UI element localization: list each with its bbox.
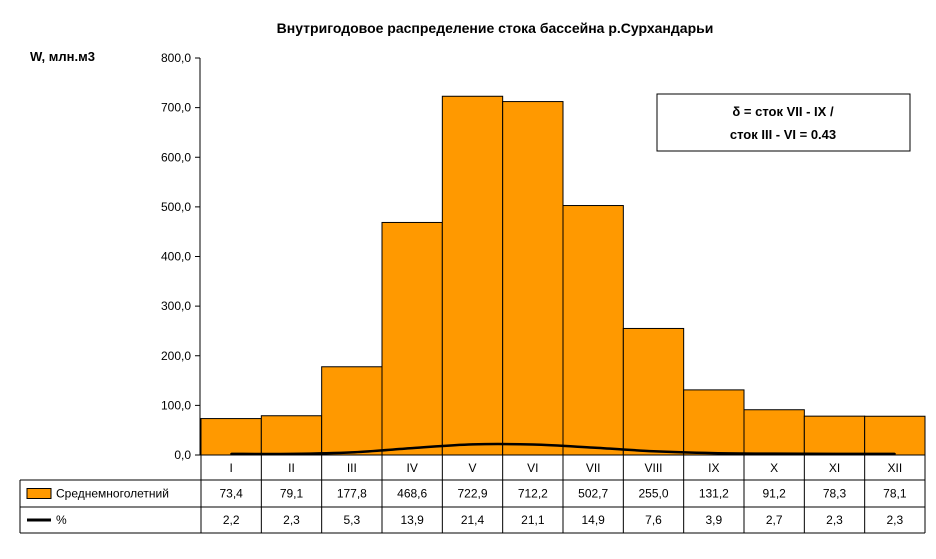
category-label: II <box>288 461 295 475</box>
category-label: X <box>770 461 778 475</box>
percent-point-IV <box>411 447 414 450</box>
category-label: XII <box>887 461 902 475</box>
table-value: 13,9 <box>400 513 424 527</box>
category-label: VIII <box>644 461 662 475</box>
table-value: 2,3 <box>283 513 300 527</box>
percent-point-VIII <box>652 450 655 453</box>
category-label: VII <box>586 461 601 475</box>
bar-I <box>200 418 262 456</box>
bar-VII <box>562 205 624 456</box>
category-label: XI <box>829 461 840 475</box>
annotation-line-2: сток III - VI = 0.43 <box>730 127 836 142</box>
percent-point-VI <box>531 443 534 446</box>
chart-title: Внутригодовое распределение стока бассей… <box>277 20 714 36</box>
bar-IV <box>381 221 443 456</box>
annotation-line-1: δ = сток VII - IX / <box>732 104 834 119</box>
bar-IX <box>683 389 745 456</box>
legend-label: % <box>56 513 67 527</box>
percent-line <box>231 442 895 456</box>
bar-II <box>260 415 323 456</box>
table-value: 78,3 <box>823 487 847 501</box>
y-tick-label: 700,0 <box>161 101 191 115</box>
data-table: I II III IV V VI VII VIII IX X XI XIIСреднемноголет… <box>19 454 926 534</box>
legend-label: Среднемноголетний <box>56 487 169 501</box>
table-value: 5,3 <box>343 513 360 527</box>
category-label: IV <box>406 461 417 475</box>
y-tick-label: 400,0 <box>161 250 191 264</box>
bar-XI <box>803 415 866 456</box>
table-value: 722,9 <box>457 487 487 501</box>
bar-XII <box>864 415 926 456</box>
y-axis-label: W, млн.м3 <box>30 49 95 64</box>
y-tick-label: 800,0 <box>161 51 191 65</box>
y-tick-label: 600,0 <box>161 150 191 164</box>
table-value: 2,2 <box>223 513 240 527</box>
percent-point-IX <box>712 452 715 455</box>
table-value: 712,2 <box>518 487 548 501</box>
annotation-box: δ = сток VII - IX / сток III - VI = 0.43 <box>656 93 911 152</box>
table-value: 73,4 <box>219 487 243 501</box>
y-tick-label: 500,0 <box>161 200 191 214</box>
percent-point-VII <box>592 446 595 449</box>
bar-III <box>321 366 383 456</box>
line-series <box>230 442 896 456</box>
table-value: 177,8 <box>337 487 367 501</box>
table-value: 91,2 <box>762 487 786 501</box>
bar-V <box>441 95 504 456</box>
percent-point-XII <box>893 452 896 455</box>
category-label: IX <box>708 461 719 475</box>
table-value: 14,9 <box>581 513 605 527</box>
table-value: 2,7 <box>766 513 783 527</box>
category-label: V <box>468 461 476 475</box>
bar-VI <box>502 101 564 456</box>
y-tick-label: 0,0 <box>174 448 191 462</box>
y-tick-label: 100,0 <box>161 398 191 412</box>
table-value: 21,1 <box>521 513 545 527</box>
bar-series <box>200 95 926 456</box>
table-value: 468,6 <box>397 487 427 501</box>
table-value: 79,1 <box>280 487 304 501</box>
percent-point-X <box>773 452 776 455</box>
table-value: 78,1 <box>883 487 907 501</box>
table-value: 3,9 <box>705 513 722 527</box>
bar-X <box>743 409 805 456</box>
y-tick-label: 200,0 <box>161 349 191 363</box>
percent-point-II <box>290 452 293 455</box>
y-axis-ticks: 0,0 100,0 200,0 300,0 400,0 500,0 600,0 700,0 80… <box>161 51 200 462</box>
category-label: I <box>229 461 232 475</box>
table-value: 2,3 <box>886 513 903 527</box>
table-value: 502,7 <box>578 487 608 501</box>
percent-point-I <box>230 452 233 455</box>
category-label: III <box>347 461 357 475</box>
table-value: 2,3 <box>826 513 843 527</box>
percent-point-V <box>471 443 474 446</box>
table-value: 131,2 <box>699 487 729 501</box>
bar-VIII <box>622 327 685 456</box>
category-label: VI <box>527 461 538 475</box>
table-value: 255,0 <box>638 487 668 501</box>
legend-swatch-bar <box>26 488 52 499</box>
table-value: 21,4 <box>461 513 485 527</box>
percent-point-XI <box>833 452 836 455</box>
y-tick-label: 300,0 <box>161 299 191 313</box>
percent-point-III <box>350 451 353 454</box>
table-value: 7,6 <box>645 513 662 527</box>
